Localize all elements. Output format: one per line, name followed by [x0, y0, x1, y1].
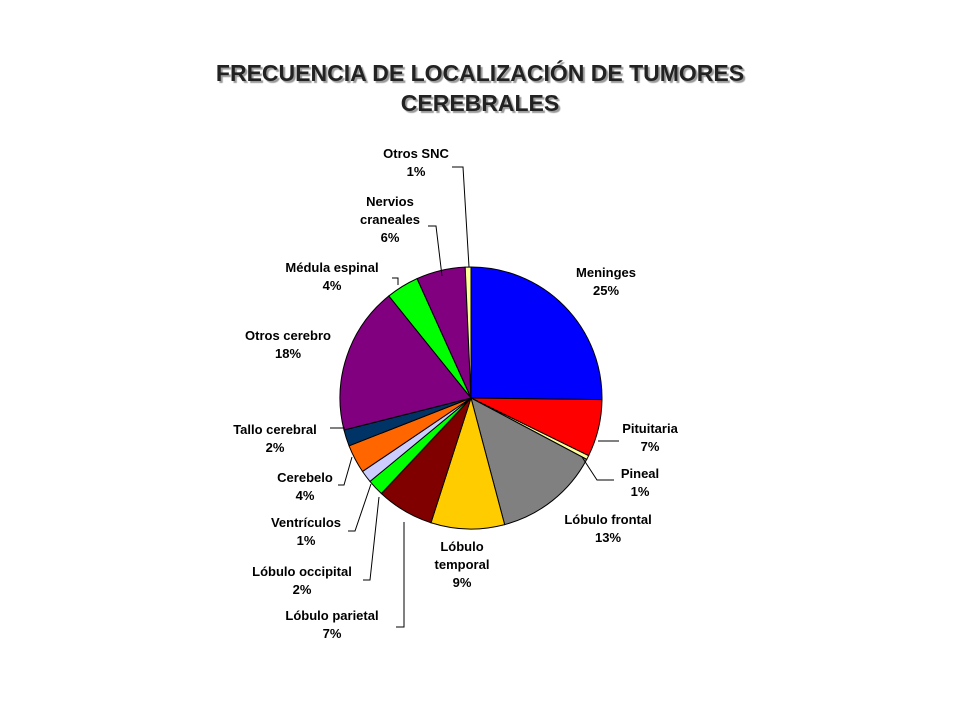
slice-percent: 6% [381, 230, 400, 245]
slice-label-line: Pituitaria [622, 421, 678, 436]
slice-label-line: Otros SNC [383, 146, 449, 161]
slice-label-otros-cerebro: Otros cerebro 18% [245, 328, 331, 361]
slice-label-otros-snc: Otros SNC 1% [383, 146, 449, 179]
slice-label-cerebelo: Cerebelo 4% [277, 470, 333, 503]
slice-lobulo-frontal [470, 397, 588, 526]
slice-label-lobulo-occipital: Lóbulo occipital 2% [252, 564, 352, 597]
slice-label-line: Otros cerebro [245, 328, 331, 343]
slice-label-lobulo-parietal: Lóbulo parietal 7% [285, 608, 378, 641]
slice-label-meninges: Meninges 25% [576, 265, 636, 298]
slice-percent: 9% [453, 575, 472, 590]
slice-label-line: Lóbulo occipital [252, 564, 352, 579]
slice-label-line: temporal [435, 557, 490, 572]
slice-label-pituitaria: Pituitaria 7% [622, 421, 678, 454]
slice-label-lobulo-temporal: Lóbulo temporal 9% [435, 539, 490, 590]
slice-label-line: Lóbulo [440, 539, 483, 554]
slice-label-line: Médula espinal [285, 260, 378, 275]
leader-line-medula-espinal [392, 277, 399, 285]
slice-percent: 2% [293, 582, 312, 597]
slice-percent: 1% [297, 533, 316, 548]
leader-line-lobulo-parietal [396, 522, 405, 628]
slice-labels: Meninges 25% Pituitaria 7% Pineal 1% Lóbulo fr… [233, 146, 678, 641]
slice-percent: 4% [323, 278, 342, 293]
pie-slices [339, 266, 603, 530]
slice-percent: 7% [323, 626, 342, 641]
slice-label-line: Lóbulo parietal [285, 608, 378, 623]
leader-line-pineal [581, 456, 614, 481]
leader-line-ventriculos [348, 483, 372, 532]
slice-percent: 4% [296, 488, 315, 503]
chart-title: FRECUENCIA DE LOCALIZACIÓN DE TUMORES CE… [100, 58, 860, 118]
slice-percent: 13% [595, 530, 621, 545]
slice-otros-snc [464, 266, 472, 399]
slice-label-line: Meninges [576, 265, 636, 280]
slice-label-lobulo-frontal: Lóbulo frontal 13% [564, 512, 651, 545]
slice-label-nervios-craneales: Nervios craneales 6% [360, 194, 420, 245]
leader-line-nervios-craneales [428, 225, 443, 277]
slice-label-line: Cerebelo [277, 470, 333, 485]
slice-percent: 18% [275, 346, 301, 361]
chart-title-line-1: FRECUENCIA DE LOCALIZACIÓN DE TUMORES [215, 60, 745, 86]
chart-title-line-2: CEREBRALES [400, 90, 560, 116]
leader-line-lobulo-occipital [363, 496, 380, 581]
leader-line-cerebelo [338, 456, 353, 486]
slice-percent: 7% [641, 439, 660, 454]
slice-label-pineal: Pineal 1% [621, 466, 659, 499]
slice-percent: 2% [266, 440, 285, 455]
slice-label-line: Tallo cerebral [233, 422, 317, 437]
slice-otros-cerebro [339, 295, 472, 431]
slice-label-ventriculos: Ventrículos 1% [271, 515, 341, 548]
slice-meninges [470, 266, 603, 401]
slice-label-line: Lóbulo frontal [564, 512, 651, 527]
slice-percent: 25% [593, 283, 619, 298]
slice-label-line: Nervios [366, 194, 414, 209]
slice-label-line: Pineal [621, 466, 659, 481]
slice-label-line: Ventrículos [271, 515, 341, 530]
slice-percent: 1% [631, 484, 650, 499]
leader-line-otros-snc [452, 166, 470, 268]
slice-label-line: craneales [360, 212, 420, 227]
slice-label-medula-espinal: Médula espinal 4% [285, 260, 378, 293]
leader-lines [330, 166, 619, 628]
slice-percent: 1% [407, 164, 426, 179]
slice-label-tallo-cerebral: Tallo cerebral 2% [233, 422, 317, 455]
